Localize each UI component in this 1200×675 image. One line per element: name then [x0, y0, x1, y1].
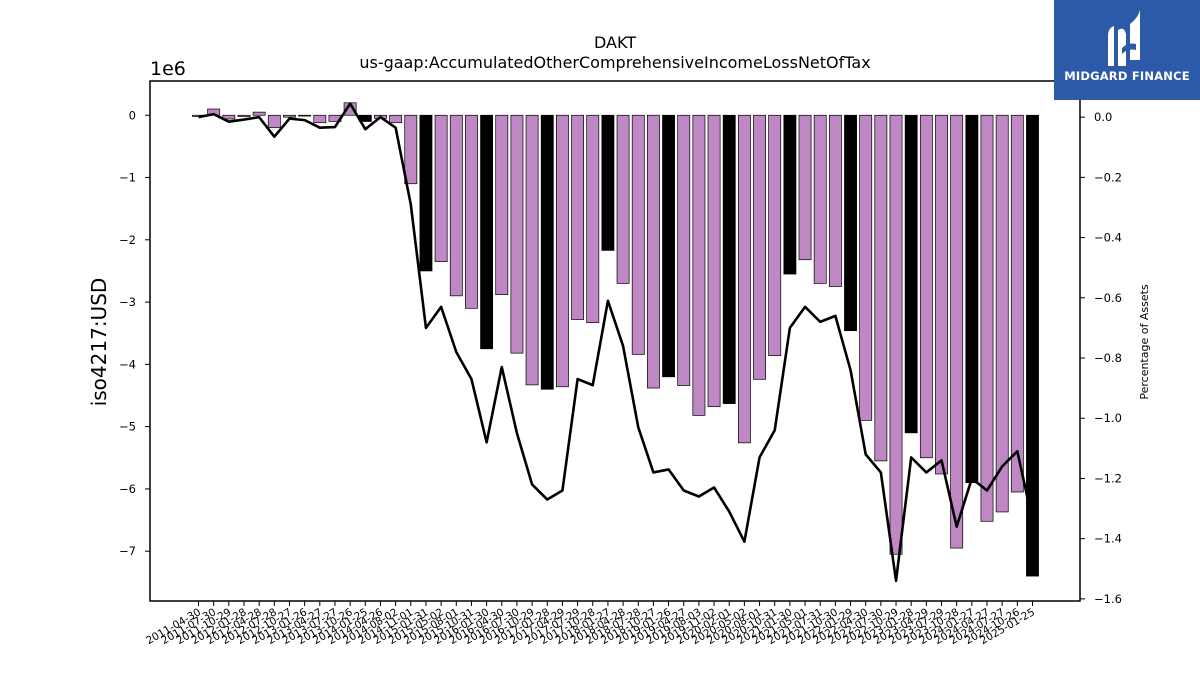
bar	[692, 114, 706, 416]
bar	[222, 114, 236, 120]
bar	[874, 114, 888, 462]
bar	[1010, 114, 1024, 493]
bars-layer	[192, 102, 1039, 577]
bar	[571, 114, 585, 320]
bar	[419, 114, 433, 272]
bar	[813, 114, 827, 284]
y-tick-label: −2	[119, 233, 136, 247]
bar	[540, 114, 554, 390]
y2-tick-label: −0.6	[1094, 291, 1122, 305]
bar	[783, 114, 797, 275]
bar	[465, 114, 478, 309]
logo-mark-icon	[1108, 10, 1140, 67]
bar	[965, 114, 979, 484]
y2-tick-label: −1.0	[1094, 411, 1122, 425]
bar	[510, 114, 524, 354]
bar	[237, 114, 251, 117]
bar	[298, 114, 312, 117]
bar	[904, 114, 918, 434]
y2-tick-label: −0.2	[1094, 170, 1122, 184]
bar	[889, 114, 903, 555]
bar	[995, 114, 1009, 513]
pct-assets-line	[198, 102, 1034, 583]
bar	[707, 114, 721, 408]
y2-tick-label: 0.0	[1094, 110, 1112, 124]
y2-tick-label: −1.2	[1094, 471, 1122, 485]
y-tick-label: −6	[119, 482, 136, 496]
bar	[267, 114, 281, 129]
bar	[662, 114, 675, 378]
bar	[616, 114, 630, 284]
bar	[449, 114, 463, 297]
bar	[525, 114, 539, 386]
bar	[919, 114, 933, 459]
y-tick-label: −4	[119, 357, 136, 371]
bar	[1026, 114, 1039, 577]
y2-tick-label: −0.4	[1094, 231, 1122, 245]
bar	[844, 114, 857, 332]
bar	[859, 114, 873, 421]
y-tick-label: −1	[119, 171, 136, 185]
bar	[950, 114, 964, 549]
y-axis-label: iso4217:USD	[87, 278, 111, 407]
bar	[283, 114, 296, 118]
axes-layer: 0 −1 −2 −3 −4 −5 −6 −7 0.0 −0.2 −0.4 −0.6 −0.8 −1.0 −1…	[119, 80, 1122, 647]
y-tick-label: −3	[119, 295, 136, 309]
y-tick-label: −5	[119, 420, 136, 434]
bar	[935, 114, 948, 475]
bar	[737, 114, 751, 444]
bar	[313, 114, 327, 124]
y-tick-label: 0	[129, 108, 136, 122]
y2-tick-label: −1.4	[1094, 532, 1122, 546]
bar	[646, 114, 660, 389]
line-layer	[198, 102, 1034, 583]
bar	[828, 114, 842, 287]
bar	[980, 114, 994, 522]
bar	[586, 114, 600, 323]
bar	[389, 114, 403, 124]
brand-logo: MIDGARD FINANCE	[1054, 0, 1200, 100]
logo-text: MIDGARD FINANCE	[1064, 69, 1190, 83]
bar	[434, 114, 448, 262]
bar	[722, 114, 736, 404]
bar	[252, 111, 266, 116]
plot-frame	[149, 80, 1081, 602]
bar	[798, 114, 812, 261]
bar	[753, 114, 766, 380]
y-tick-label: −7	[119, 544, 136, 558]
y2-tick-label: −1.6	[1094, 592, 1122, 606]
bar	[495, 114, 509, 295]
bar	[556, 114, 569, 388]
y-multiplier-label: 1e6	[150, 58, 186, 80]
bar	[404, 114, 418, 185]
chart-subtitle: us-gaap:AccumulatedOtherComprehensiveInc…	[359, 53, 870, 72]
chart-title: DAKT	[594, 33, 636, 52]
bar	[677, 114, 691, 386]
y2-axis-label: Percentage of Assets	[1138, 284, 1151, 400]
bar	[768, 114, 782, 356]
bar	[601, 114, 615, 251]
y2-tick-label: −0.8	[1094, 351, 1122, 365]
bar	[480, 114, 494, 350]
bar	[631, 114, 645, 355]
